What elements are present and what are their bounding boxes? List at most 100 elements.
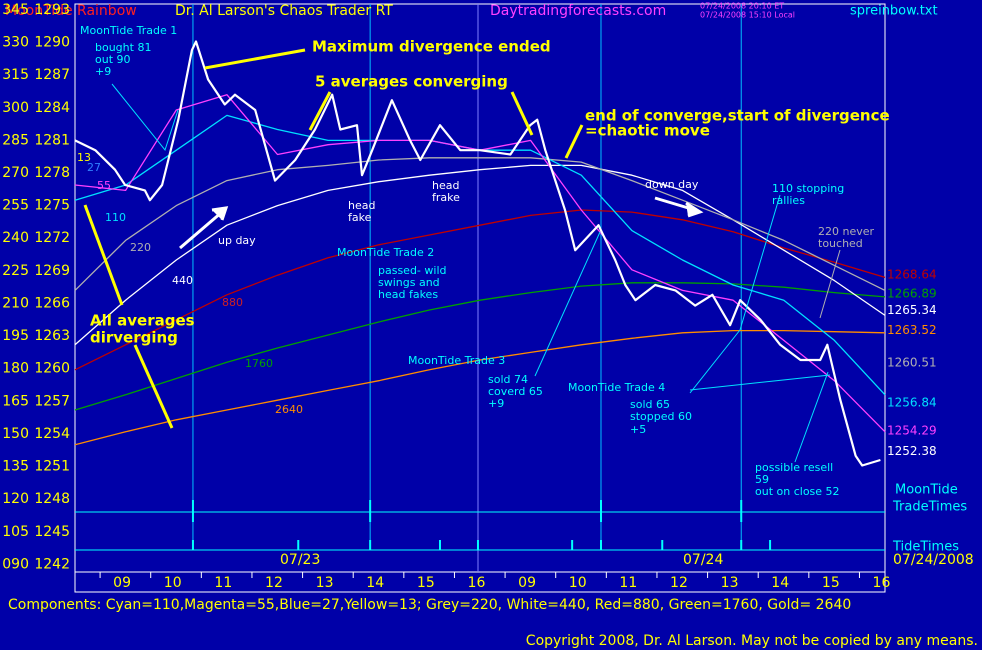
y2-tick-label: 255 [2,198,29,214]
callout [111,83,179,152]
y2-tick-label: 195 [2,328,29,344]
chart-title: MoonTide Rainbow [5,3,137,19]
plot-layer: 1263.52 1266.89 1268.64 1265.34 1260.51 1256.… [74,4,937,550]
average-line [74,164,886,346]
average-line [74,209,886,371]
y-tick-label: 1281 [34,132,70,148]
y-tick-label: 1242 [34,556,70,572]
annotation: 55 [97,179,111,192]
average-line [74,157,886,291]
annotation: 07/23 [280,552,320,568]
annotation: 13 [77,151,91,164]
y2-tick-label: 240 [2,230,29,246]
x-tick-label: 14 [771,575,789,591]
y-tick-label: 1251 [34,459,70,475]
end-value-label: 1263.52 [887,323,937,337]
y-tick-label: 1257 [34,393,70,409]
x-tick-label: 11 [214,575,232,591]
y2-tick-label: 315 [2,67,29,83]
end-value-label: 1254.29 [887,423,937,437]
y2-tick-label: 330 [2,35,29,51]
y2-tick-label: 300 [2,100,29,116]
y-tick-label: 1269 [34,263,70,279]
x-tick-label: 15 [417,575,435,591]
pointer-lines [83,48,584,429]
pointer [133,344,174,429]
annotation: Maximum divergence ended [312,38,551,56]
x-tick-label: 12 [265,575,283,591]
annotation: 2640 [275,403,303,416]
annotation: up day [218,234,256,247]
timestamp: 07/24/2008 15:10 Local [700,11,795,20]
x-tick-label: 13 [316,575,334,591]
annotation: 220 [130,241,151,254]
x-tick-label: 16 [873,575,891,591]
y2-tick-label: 270 [2,165,29,181]
annotation: rallies [772,194,805,207]
annotation: head fakes [378,288,438,301]
y-tick-label: 1290 [34,35,70,51]
annotation: +9 [95,65,111,78]
file-name: spreinbow.txt [850,4,938,19]
components-legend: Components: Cyan=110,Magenta=55,Blue=27,… [8,597,851,613]
annotation: out 90 [95,53,131,66]
x-tick-label: 09 [113,575,131,591]
y-tick-label: 1275 [34,198,70,214]
annotation: bought 81 [95,41,151,54]
y2-tick-label: 210 [2,295,29,311]
annotation: sold 65 [630,398,670,411]
annotation: 110 [105,211,126,224]
annotation: MoonTide Trade 1 [80,24,177,37]
annotation: MoonTide Trade 2 [337,246,434,259]
y2-tick-label: 285 [2,132,29,148]
y2-tick-label: 345 [2,2,29,18]
callout [819,249,841,319]
annotation: TradeTimes [892,500,967,515]
end-value-label: 1265.34 [887,303,937,317]
arrow-head [211,206,229,221]
annotation: MoonTide Trade 4 [568,381,665,394]
end-value-label: 1256.84 [887,396,937,410]
annotation: 5 averages converging [315,73,508,91]
y2-tick-label: 105 [2,524,29,540]
annotation: out on close 52 [755,485,840,498]
pointer [564,124,584,159]
y-tick-label: 1254 [34,426,70,442]
annotation: MoonTide Trade 3 [408,354,505,367]
x-tick-label: 14 [366,575,384,591]
y-tick-label: 1245 [34,524,70,540]
annotation: sold 74 [488,373,528,386]
x-tick-label: 16 [468,575,486,591]
average-line [74,329,886,446]
annotation: end of converge,start of divergence [585,107,890,125]
callout [534,231,601,377]
annotation: 440 [172,274,193,287]
y-tick-label: 1260 [34,361,70,377]
pointer [83,204,124,306]
x-tick-label: 12 [670,575,688,591]
annotation: +5 [630,423,646,436]
annotation: touched [818,237,863,250]
annotation: dirverging [90,329,178,347]
annotation: 220 never [818,225,875,238]
annotation: coverd 65 [488,385,543,398]
y2-tick-label: 135 [2,459,29,475]
x-axis-frame [74,571,886,593]
end-value-label: 1266.89 [887,286,937,300]
y2-tick-label: 225 [2,263,29,279]
y2-tick-label: 120 [2,491,29,507]
end-value-label: 1252.38 [887,444,937,458]
annotation: MoonTide [895,483,958,498]
annotation: 110 stopping [772,182,844,195]
arrow [179,210,223,250]
end-value-label: 1268.64 [887,267,937,281]
pointer [308,91,332,131]
annotation: 07/24/2008 [893,552,974,568]
y2-tick-label: 180 [2,361,29,377]
callout [689,329,741,394]
pointer [510,91,534,136]
annotation: +9 [488,397,504,410]
arrow-head [685,201,704,218]
annotation: passed- wild [378,264,447,277]
